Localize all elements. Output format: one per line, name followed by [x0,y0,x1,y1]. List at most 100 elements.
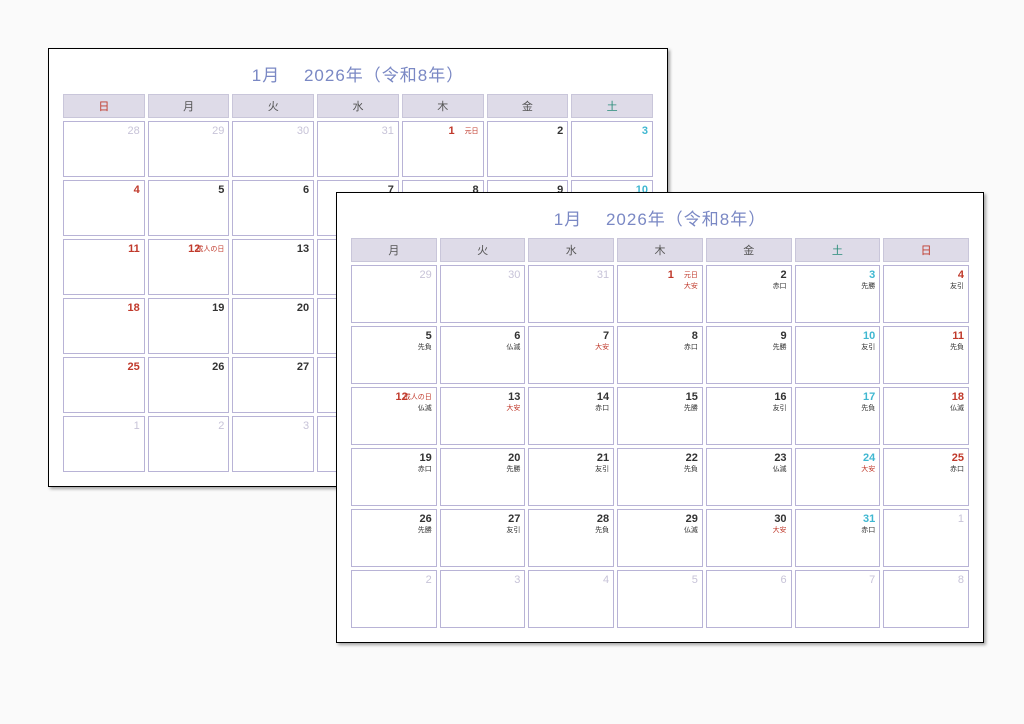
day-number: 11 [952,330,964,342]
rokuyo-label: 仏滅 [773,464,787,474]
day-number: 5 [426,330,432,342]
day-cell: 11 [63,239,145,295]
day-cell: 13 [232,239,314,295]
weekday-header: 月 [148,94,230,118]
day-number: 4 [603,574,609,586]
day-cell: 30大安 [706,509,792,567]
day-cell: 成人の日12 [148,239,230,295]
day-number: 10 [863,330,875,342]
day-cell: 10友引 [795,326,881,384]
weekday-header: 木 [617,238,703,262]
day-number: 2 [780,269,786,281]
day-cell: 29 [351,265,437,323]
day-cell: 15先勝 [617,387,703,445]
rokuyo-label: 先勝 [418,525,432,535]
day-cell: 29 [148,121,230,177]
weekday-header: 金 [487,94,569,118]
day-cell: 26先勝 [351,509,437,567]
day-number: 8 [692,330,698,342]
rokuyo-label: 赤口 [861,525,875,535]
rokuyo-label: 先負 [950,342,964,352]
day-number: 22 [686,452,698,464]
day-number: 1 [448,125,454,137]
day-cell: 6仏滅 [440,326,526,384]
weekday-header: 土 [795,238,881,262]
day-cell: 18 [63,298,145,354]
day-number: 24 [863,452,875,464]
day-number: 27 [508,513,520,525]
day-cell: 31赤口 [795,509,881,567]
rokuyo-label: 友引 [595,464,609,474]
weekday-header: 水 [317,94,399,118]
rokuyo-label: 赤口 [950,464,964,474]
title-month: 1月 [554,210,582,229]
rokuyo-label: 先勝 [506,464,520,474]
day-cell: 2 [148,416,230,472]
day-cell: 30 [440,265,526,323]
day-number: 31 [382,125,394,137]
day-cell: 26 [148,357,230,413]
day-number: 13 [508,391,520,403]
holiday-name: 成人の日 [404,392,432,402]
day-number: 16 [774,391,786,403]
weekday-header: 木 [402,94,484,118]
day-cell: 6 [232,180,314,236]
day-number: 15 [686,391,698,403]
day-number: 4 [134,184,140,196]
day-number: 18 [127,302,139,314]
day-cell: 25 [63,357,145,413]
day-cell: 3 [571,121,653,177]
day-cell: 31 [317,121,399,177]
day-cell: 7大安 [528,326,614,384]
rokuyo-label: 赤口 [418,464,432,474]
day-number: 31 [597,269,609,281]
rokuyo-label: 先勝 [861,281,875,291]
weekday-header: 日 [883,238,969,262]
day-number: 30 [297,125,309,137]
weekday-header: 火 [440,238,526,262]
rokuyo-label: 仏滅 [950,403,964,413]
calendar-title: 1月 2026年（令和8年） [351,205,969,230]
day-cell: 9先勝 [706,326,792,384]
holiday-name: 成人の日 [196,244,224,254]
rokuyo-label: 友引 [773,403,787,413]
day-cell: 21友引 [528,448,614,506]
rokuyo-label: 仏滅 [506,342,520,352]
day-number: 9 [780,330,786,342]
day-cell: 30 [232,121,314,177]
holiday-name: 元日 [465,126,479,136]
rokuyo-label: 先勝 [684,403,698,413]
rokuyo-label: 大安 [595,342,609,352]
rokuyo-label: 大安 [861,464,875,474]
day-cell: 5先負 [351,326,437,384]
day-cell: 28先負 [528,509,614,567]
day-number: 27 [297,361,309,373]
day-cell: 8 [883,570,969,628]
day-number: 1 [958,513,964,525]
day-cell: 20先勝 [440,448,526,506]
day-cell: 元日1大安 [617,265,703,323]
day-cell: 2 [351,570,437,628]
weekday-header: 月 [351,238,437,262]
day-number: 3 [514,574,520,586]
rokuyo-label: 大安 [684,281,698,291]
weekday-header: 土 [571,94,653,118]
day-cell: 20 [232,298,314,354]
day-number: 2 [426,574,432,586]
day-cell: 7 [795,570,881,628]
day-number: 19 [212,302,224,314]
rokuyo-label: 先勝 [773,342,787,352]
rokuyo-label: 先負 [684,464,698,474]
day-cell: 28 [63,121,145,177]
weekday-header: 火 [232,94,314,118]
day-number: 5 [692,574,698,586]
title-month: 1月 [252,66,280,85]
rokuyo-label: 友引 [950,281,964,291]
day-number: 3 [869,269,875,281]
day-number: 19 [419,452,431,464]
holiday-name: 元日 [684,270,698,280]
day-number: 23 [774,452,786,464]
calendar-front: 1月 2026年（令和8年） 月火水木金土日293031元日1大安2赤口3先勝4… [336,192,984,643]
day-cell: 元日 1 [402,121,484,177]
day-cell: 29仏滅 [617,509,703,567]
